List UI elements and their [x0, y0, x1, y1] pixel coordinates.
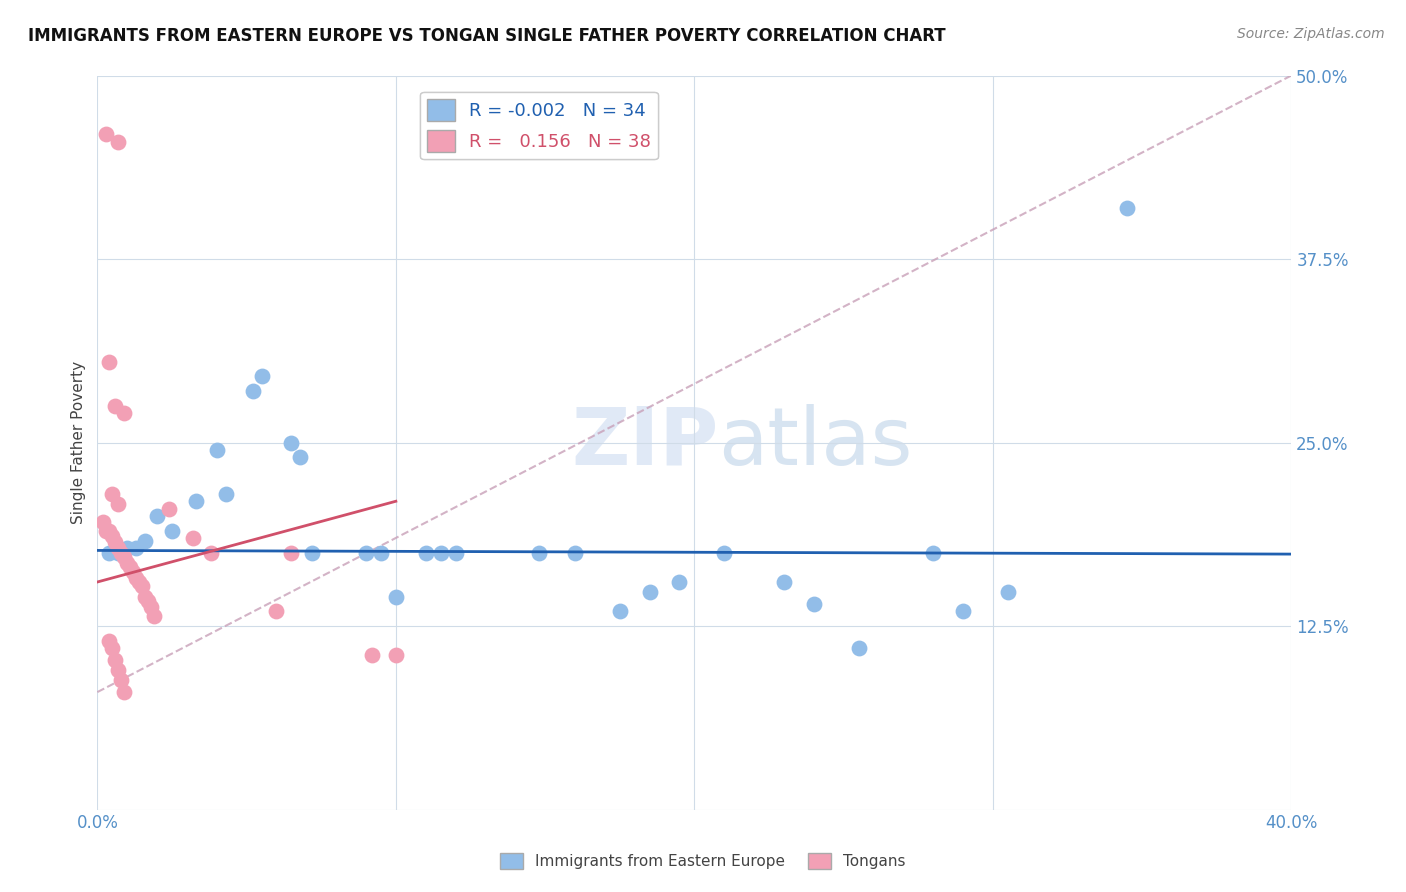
- Point: [429, 546, 451, 560]
- Point: [139, 599, 162, 614]
- Point: [609, 604, 631, 618]
- Point: [848, 641, 870, 656]
- Point: [354, 546, 377, 560]
- Point: [157, 501, 180, 516]
- Point: [713, 546, 735, 560]
- Point: [638, 585, 661, 599]
- Point: [1116, 201, 1139, 215]
- Text: IMMIGRANTS FROM EASTERN EUROPE VS TONGAN SINGLE FATHER POVERTY CORRELATION CHART: IMMIGRANTS FROM EASTERN EUROPE VS TONGAN…: [28, 27, 946, 45]
- Point: [564, 546, 586, 560]
- Point: [107, 663, 129, 677]
- Point: [131, 579, 153, 593]
- Point: [101, 529, 124, 543]
- Point: [107, 497, 129, 511]
- Point: [361, 648, 384, 663]
- Point: [112, 685, 135, 699]
- Text: Source: ZipAtlas.com: Source: ZipAtlas.com: [1237, 27, 1385, 41]
- Point: [773, 574, 796, 589]
- Point: [922, 546, 945, 560]
- Point: [104, 653, 127, 667]
- Point: [280, 435, 302, 450]
- Point: [266, 604, 288, 618]
- Point: [107, 541, 129, 556]
- Point: [122, 565, 145, 579]
- Point: [96, 127, 118, 141]
- Point: [668, 574, 690, 589]
- Point: [128, 574, 150, 589]
- Point: [110, 546, 132, 560]
- Point: [215, 487, 238, 501]
- Point: [134, 533, 156, 548]
- Point: [125, 541, 148, 556]
- Point: [146, 508, 169, 523]
- Point: [385, 590, 408, 604]
- Point: [385, 648, 408, 663]
- Point: [101, 641, 124, 656]
- Point: [200, 546, 222, 560]
- Text: atlas: atlas: [718, 403, 912, 482]
- Point: [115, 541, 138, 556]
- Legend: R = -0.002   N = 34, R =   0.156   N = 38: R = -0.002 N = 34, R = 0.156 N = 38: [420, 92, 658, 160]
- Point: [115, 556, 138, 570]
- Point: [444, 546, 467, 560]
- Point: [98, 546, 121, 560]
- Point: [803, 597, 825, 611]
- Point: [290, 450, 312, 465]
- Point: [205, 442, 228, 457]
- Point: [143, 608, 166, 623]
- Point: [370, 546, 392, 560]
- Point: [280, 546, 302, 560]
- Point: [98, 524, 121, 538]
- Point: [98, 355, 121, 369]
- Point: [120, 560, 142, 574]
- Point: [134, 590, 156, 604]
- Point: [181, 531, 204, 545]
- Point: [107, 135, 129, 149]
- Point: [136, 594, 159, 608]
- Point: [101, 487, 124, 501]
- Point: [112, 406, 135, 420]
- Point: [160, 524, 183, 538]
- Point: [242, 384, 264, 399]
- Point: [125, 571, 148, 585]
- Point: [104, 399, 127, 413]
- Point: [107, 546, 129, 560]
- Point: [301, 546, 323, 560]
- Point: [91, 515, 114, 529]
- Legend: Immigrants from Eastern Europe, Tongans: Immigrants from Eastern Europe, Tongans: [494, 847, 912, 875]
- Point: [250, 369, 273, 384]
- Point: [98, 633, 121, 648]
- Point: [112, 549, 135, 564]
- Point: [527, 546, 550, 560]
- Y-axis label: Single Father Poverty: Single Father Poverty: [72, 361, 86, 524]
- Point: [110, 673, 132, 688]
- Point: [997, 585, 1019, 599]
- Point: [104, 535, 127, 549]
- Text: ZIP: ZIP: [571, 403, 718, 482]
- Point: [952, 604, 974, 618]
- Point: [96, 524, 118, 538]
- Point: [415, 546, 437, 560]
- Point: [184, 494, 207, 508]
